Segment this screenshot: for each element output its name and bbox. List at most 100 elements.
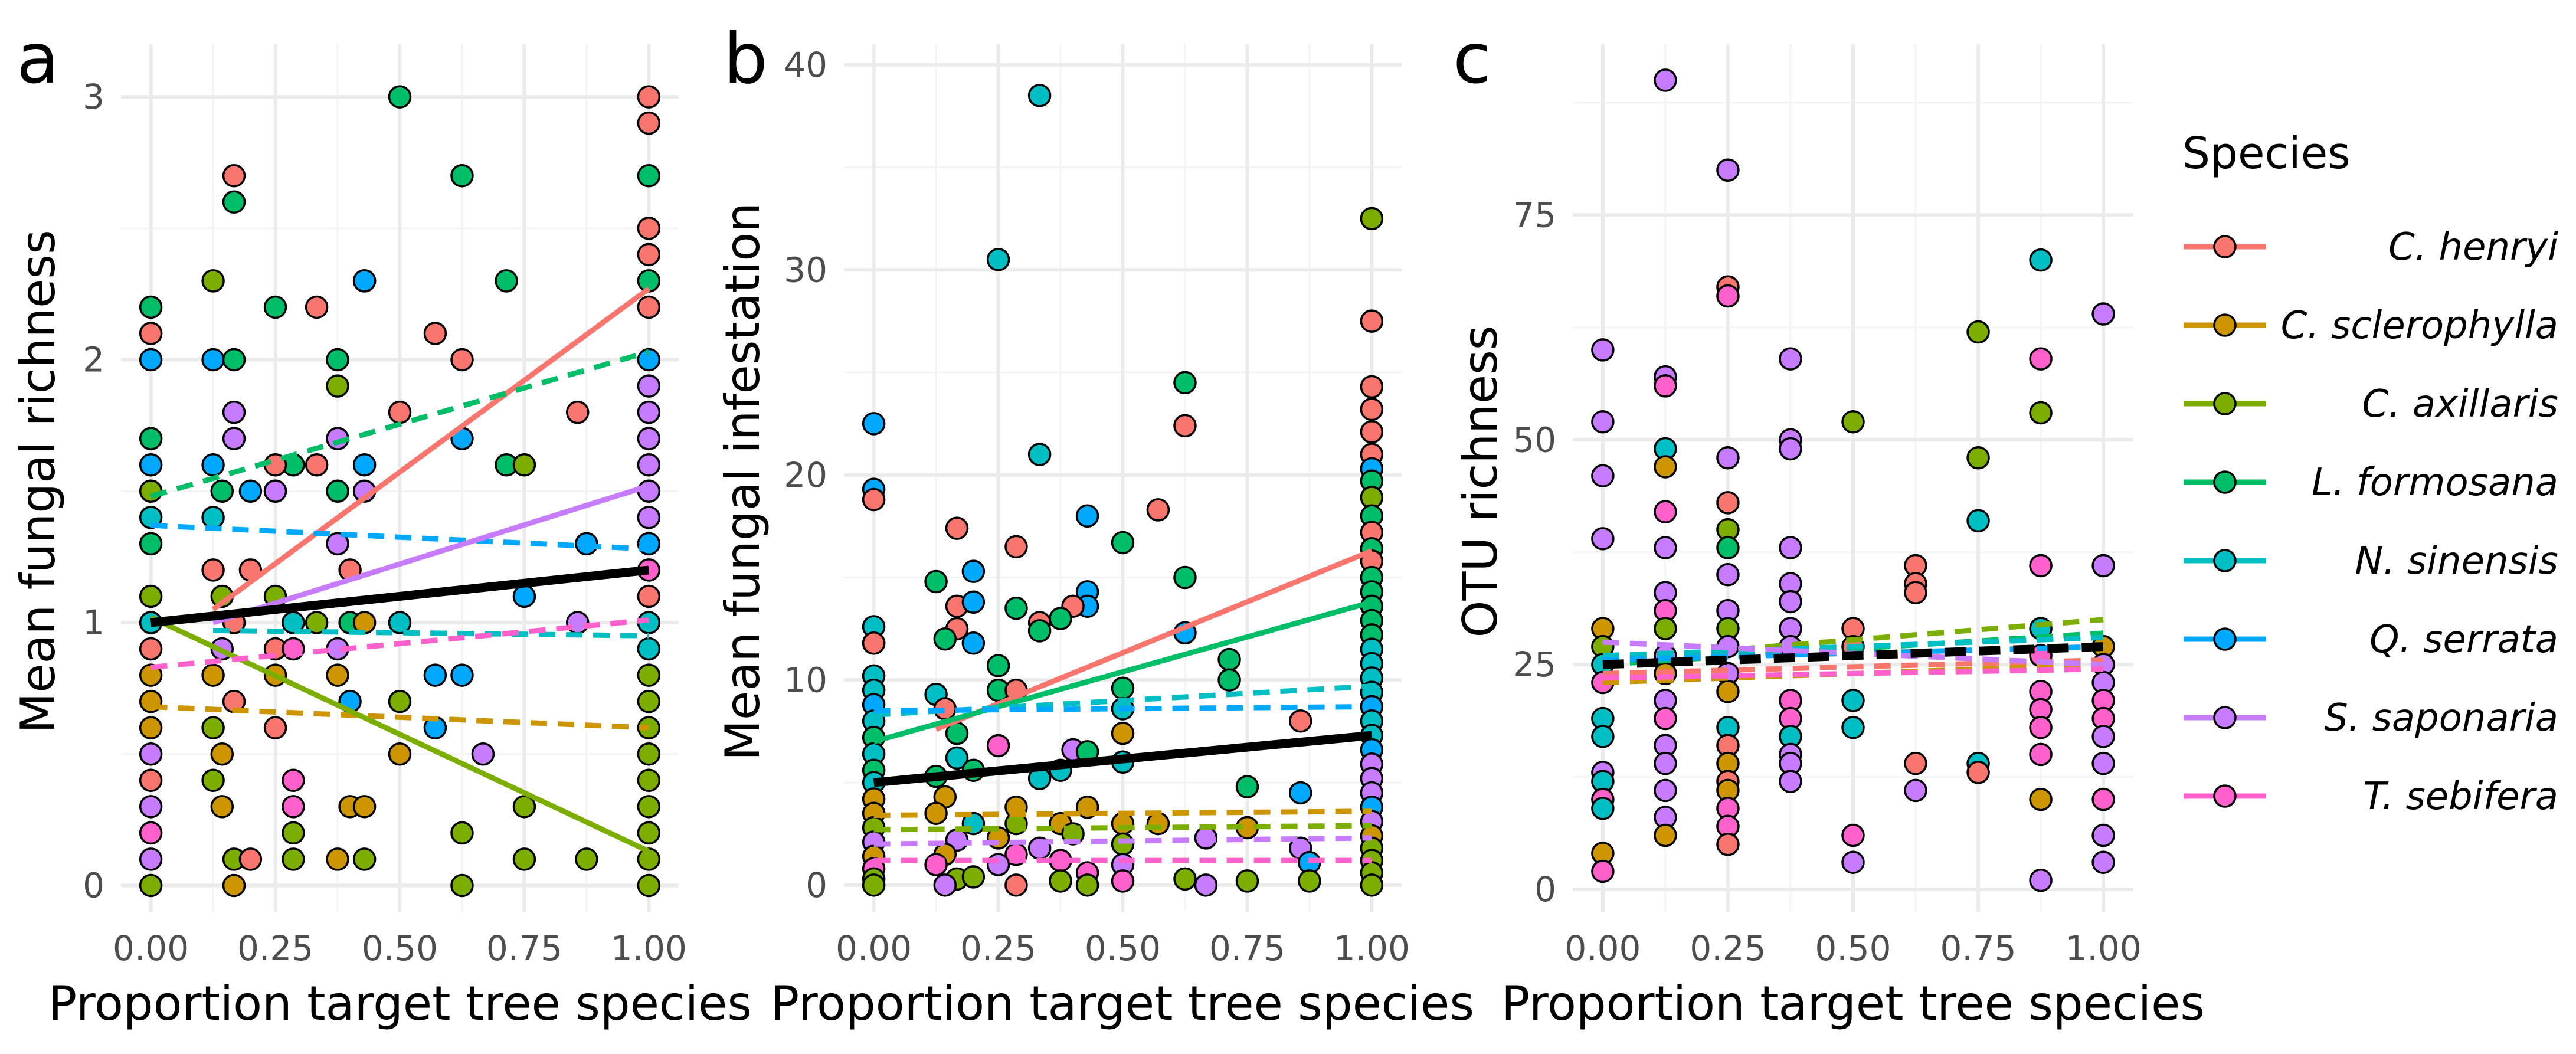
data-point-formosana <box>1049 607 1072 630</box>
data-point-saponaria <box>2091 850 2115 874</box>
data-point-henryi <box>388 400 412 424</box>
data-point-formosana <box>933 627 957 651</box>
data-point-sclerophylla <box>2029 787 2053 811</box>
legend-item-henryi: C. henryi <box>2184 225 2558 269</box>
data-point-saponaria <box>1716 158 1740 182</box>
data-point-sinensis <box>945 746 969 770</box>
trend-line-axillaris <box>149 615 650 854</box>
panel-c-xlabel: Proportion target tree species <box>1501 976 2205 1031</box>
data-point-saponaria <box>1779 590 1802 614</box>
data-point-serrata <box>238 479 263 503</box>
legend-label-henryi: C. henryi <box>2388 225 2558 269</box>
panel-c-x-tick-label: 0.25 <box>1690 928 1766 968</box>
data-point-saponaria <box>139 795 163 819</box>
panel-b-x-tick-label: 0.50 <box>1085 928 1161 968</box>
data-point-sclerophylla <box>210 742 234 766</box>
panel-b-x-tick-label: 1.00 <box>1334 928 1410 968</box>
data-point-formosana <box>326 479 349 503</box>
panel-a-y-tick-label: 2 <box>83 340 104 380</box>
panel-a: a Mean fungal richness Proportion target… <box>11 18 752 1031</box>
data-point-axillaris <box>139 873 163 898</box>
data-point-formosana <box>637 269 661 293</box>
panel-a-x-tick-label: 0.00 <box>113 928 189 968</box>
data-point-axillaris <box>1654 617 1677 640</box>
data-point-axillaris <box>637 795 661 819</box>
data-point-axillaris <box>575 847 598 871</box>
data-point-henryi <box>1904 581 1927 604</box>
data-point-formosana <box>1004 596 1028 620</box>
panel-b-x-tick-label: 0.25 <box>960 928 1036 968</box>
data-point-formosana <box>388 85 412 109</box>
data-point-serrata <box>139 453 163 477</box>
data-point-formosana <box>1235 775 1259 798</box>
data-point-axillaris <box>282 821 305 845</box>
data-point-henryi <box>637 584 661 608</box>
data-point-axillaris <box>326 374 349 398</box>
data-point-henryi <box>139 322 163 345</box>
data-point-axillaris <box>637 768 661 793</box>
legend-label-axillaris: C. axillaris <box>2362 382 2558 426</box>
panel-b: b Mean fungal infestation Proportion tar… <box>715 18 1474 1031</box>
data-point-saponaria <box>637 506 661 529</box>
data-point-sinensis <box>1841 715 1865 739</box>
legend: Species C. henryi C. sclerophylla C. axill… <box>2182 128 2558 819</box>
data-point-henryi <box>637 111 661 135</box>
panel-b-trend-lines <box>873 548 1373 863</box>
data-point-serrata <box>352 453 377 477</box>
data-point-formosana <box>263 295 287 319</box>
trend-line-formosana <box>873 599 1373 744</box>
data-point-saponaria <box>139 847 163 871</box>
data-point-henryi <box>1360 309 1384 333</box>
data-point-henryi <box>1904 751 1927 775</box>
data-point-formosana <box>495 269 518 293</box>
data-point-henryi <box>238 847 263 871</box>
data-point-axillaris <box>450 873 474 898</box>
data-point-sclerophylla <box>201 663 225 687</box>
legend-label-sebifera: T. sebifera <box>2363 775 2558 819</box>
data-point-saponaria <box>1591 464 1615 487</box>
data-point-henryi <box>862 631 886 655</box>
data-point-henryi <box>1288 709 1312 733</box>
panel-a-ylabel: Mean fungal richness <box>11 230 66 734</box>
panel-c-x-tick-label: 0.00 <box>1564 928 1641 968</box>
panel-b-y-tick-label: 10 <box>784 660 827 700</box>
data-point-henryi <box>1360 375 1384 399</box>
panel-b-y-tick-label: 30 <box>784 250 827 290</box>
legend-key-point-sclerophylla <box>2213 313 2237 337</box>
data-point-saponaria <box>1591 410 1615 434</box>
data-point-sebifera <box>1716 284 1740 308</box>
legend-label-sinensis: N. sinensis <box>2355 539 2558 583</box>
legend-key-point-saponaria <box>2213 706 2237 729</box>
data-point-sebifera <box>2029 715 2053 739</box>
data-point-sclerophylla <box>326 847 349 871</box>
data-point-sinensis <box>1966 509 1990 533</box>
data-point-formosana <box>1173 565 1197 590</box>
data-point-henryi <box>139 637 163 661</box>
data-point-sinensis <box>201 506 225 529</box>
data-point-formosana <box>1217 668 1241 692</box>
panel-c-y-tick-label: 0 <box>1534 869 1556 909</box>
data-point-serrata <box>201 453 225 477</box>
data-point-formosana <box>222 190 246 214</box>
panel-c: c OTU richness Proportion target tree sp… <box>1453 18 2205 1031</box>
data-point-axillaris <box>637 689 661 713</box>
panel-a-trend-lines <box>149 286 651 854</box>
panel-a-y-tick-label: 1 <box>83 603 104 643</box>
legend-key-point-serrata <box>2213 627 2237 651</box>
data-point-sinensis <box>139 506 163 529</box>
data-point-sinensis <box>1591 797 1615 820</box>
data-point-formosana <box>1173 371 1197 395</box>
data-point-formosana <box>210 479 234 503</box>
data-point-henryi <box>637 243 661 267</box>
data-point-sclerophylla <box>352 795 377 819</box>
data-point-serrata <box>512 584 536 608</box>
legend-item-serrata: Q. serrata <box>2184 618 2558 662</box>
data-point-sebifera <box>1591 859 1615 883</box>
data-point-sebifera <box>1111 869 1135 893</box>
data-point-henryi <box>305 453 329 477</box>
data-point-sinensis <box>986 248 1010 271</box>
legend-key-point-formosana <box>2213 470 2237 494</box>
data-point-serrata <box>139 348 163 372</box>
data-point-henryi <box>1360 420 1384 444</box>
